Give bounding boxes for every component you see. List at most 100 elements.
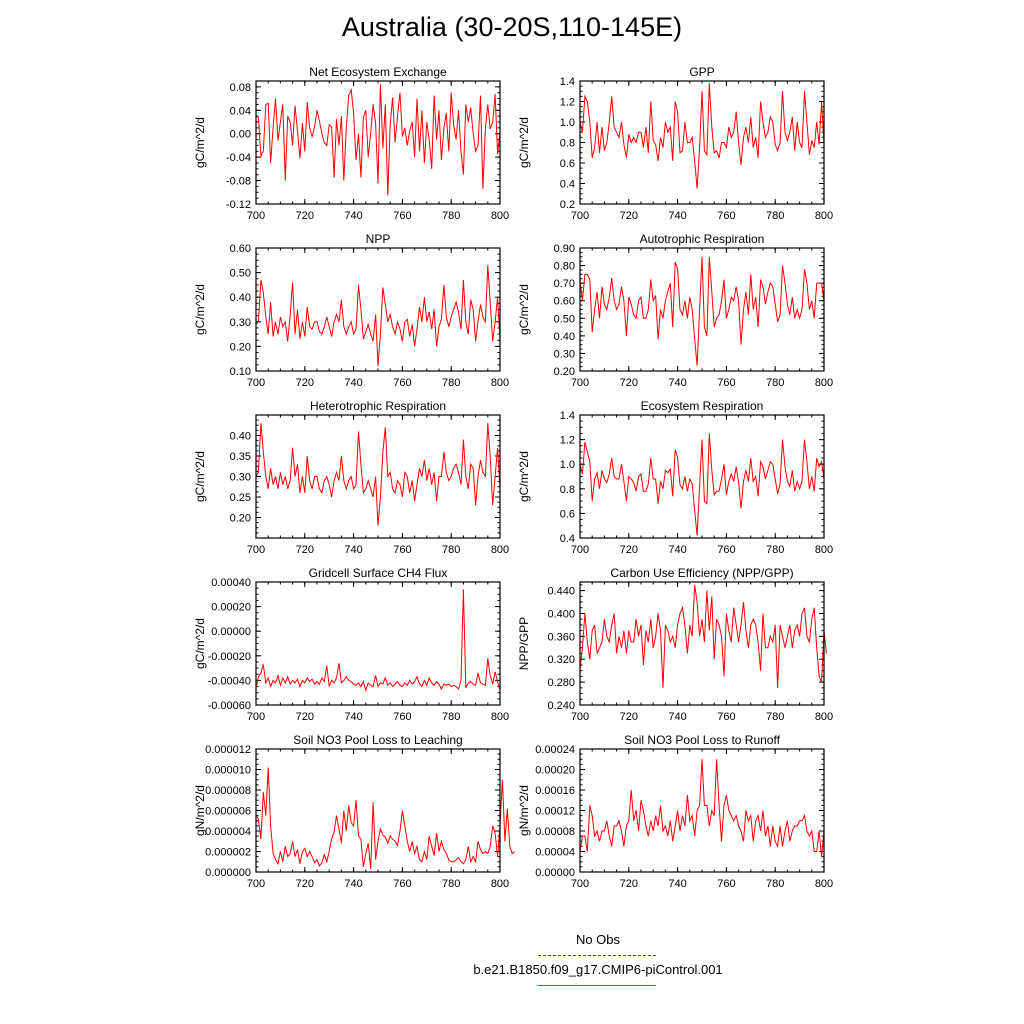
y-axis-label: gN/m^2/d [517,785,531,836]
panel-2: GPP gC/m^2/d 700 720 740 760 780 800 0.2 0.4 0.6 0.… [517,65,833,222]
x-tick-label: 720 [296,377,314,389]
y-tick-label: 0.440 [547,586,575,598]
x-tick-label: 740 [344,544,362,556]
x-tick-label: 760 [717,210,735,222]
panel-8: Carbon Use Efficiency (NPP/GPP) NPP/GPP 70… [517,566,833,723]
x-tick-label: 700 [247,544,265,556]
x-tick-label: 720 [296,210,314,222]
x-tick-label: 780 [766,210,784,222]
y-tick-label: -0.00020 [208,651,251,663]
panel-6: Ecosystem Respiration gC/m^2/d 700 720 740 76… [517,399,833,556]
plot-frame [255,247,501,372]
y-tick-label: 0.30 [230,472,251,484]
panel-9: Soil NO3 Pool Loss to Leaching gN/m^2/d 70… [193,733,515,890]
series-line [255,83,501,196]
y-tick-label: 0.000006 [205,806,251,818]
x-tick-label: 700 [571,377,589,389]
y-tick-label: 0.00024 [535,744,575,756]
panel-3: NPP gC/m^2/d 700 720 740 760 780 800 0.10 0.20 0.3… [193,232,509,389]
series-line [255,265,501,367]
x-tick-label: 740 [668,377,686,389]
x-tick-label: 780 [766,878,784,890]
y-tick-label: 0.25 [230,492,251,504]
y-tick-label: 0.00000 [211,626,251,638]
panel-title: Soil NO3 Pool Loss to Runoff [624,733,781,747]
x-tick-label: 760 [393,210,411,222]
x-tick-label: 700 [571,711,589,723]
y-tick-label: 0.40 [554,331,575,343]
x-tick-label: 780 [766,544,784,556]
series-line [579,584,827,688]
y-tick-label: 0.00016 [535,785,575,797]
x-tick-label: 760 [717,878,735,890]
x-tick-label: 700 [247,377,265,389]
y-tick-label: 0.000000 [205,867,251,879]
x-tick-label: 740 [668,711,686,723]
y-tick-label: 0.40 [230,431,251,443]
x-tick-label: 800 [815,711,833,723]
y-tick-label: 0.00008 [535,826,575,838]
y-tick-label: 0.00000 [535,867,575,879]
panel-title: Autotrophic Respiration [640,232,765,246]
x-tick-label: 720 [296,544,314,556]
y-tick-label: -0.04 [226,152,251,164]
x-tick-label: 780 [442,377,460,389]
plot-frame [255,80,501,205]
x-tick-label: 720 [620,711,638,723]
y-tick-label: 0.00 [230,129,251,141]
y-tick-label: 0.4 [560,179,575,191]
y-axis-label: gC/m^2/d [193,618,207,669]
x-tick-label: 700 [571,210,589,222]
panel-10: Soil NO3 Pool Loss to Runoff gN/m^2/d 700 7… [517,733,833,890]
x-tick-label: 720 [620,878,638,890]
x-tick-label: 800 [491,711,509,723]
y-tick-label: 0.70 [554,278,575,290]
y-tick-label: 0.320 [547,654,575,666]
y-tick-label: 0.04 [230,105,251,117]
x-tick-label: 760 [717,377,735,389]
x-tick-label: 740 [668,544,686,556]
y-tick-label: 0.30 [230,317,251,329]
y-tick-label: 0.2 [560,199,575,211]
y-axis-label: gC/m^2/d [193,451,207,502]
y-tick-label: 0.20 [230,513,251,525]
x-tick-label: 780 [442,544,460,556]
panel-title: Net Ecosystem Exchange [309,65,447,79]
panel-4: Autotrophic Respiration gC/m^2/d 700 720 740… [517,232,833,389]
page-title: Australia (30-20S,110-145E) [341,12,683,42]
y-axis-label: gC/m^2/d [193,117,207,168]
y-tick-label: 0.400 [547,608,575,620]
y-tick-label: 0.240 [547,700,575,712]
y-tick-label: 1.4 [560,410,575,422]
x-tick-label: 720 [620,210,638,222]
y-tick-label: 1.4 [560,76,575,88]
y-tick-label: 0.40 [230,292,251,304]
x-tick-label: 780 [442,210,460,222]
y-tick-label: 0.000004 [205,826,251,838]
x-tick-label: 740 [344,377,362,389]
y-axis-label: gC/m^2/d [193,284,207,335]
panel-5: Heterotrophic Respiration gC/m^2/d 700 720 7… [193,399,509,556]
y-tick-label: 0.00004 [535,847,575,859]
y-tick-label: -0.00060 [208,700,251,712]
x-tick-label: 720 [296,878,314,890]
x-tick-label: 740 [344,711,362,723]
x-tick-label: 740 [668,210,686,222]
x-tick-label: 700 [571,544,589,556]
series-line [579,83,825,189]
x-tick-label: 800 [491,377,509,389]
x-tick-label: 800 [491,878,509,890]
x-tick-label: 700 [571,878,589,890]
panel-title: GPP [689,65,714,79]
plot-frame [579,414,825,539]
x-tick-label: 800 [815,878,833,890]
y-tick-label: 0.20 [554,366,575,378]
x-tick-label: 780 [766,377,784,389]
x-tick-label: 780 [442,711,460,723]
series-line [255,589,501,692]
y-tick-label: 0.6 [560,158,575,170]
x-tick-label: 740 [668,878,686,890]
y-tick-label: 0.20 [230,341,251,353]
x-tick-label: 760 [717,544,735,556]
x-tick-label: 780 [766,711,784,723]
